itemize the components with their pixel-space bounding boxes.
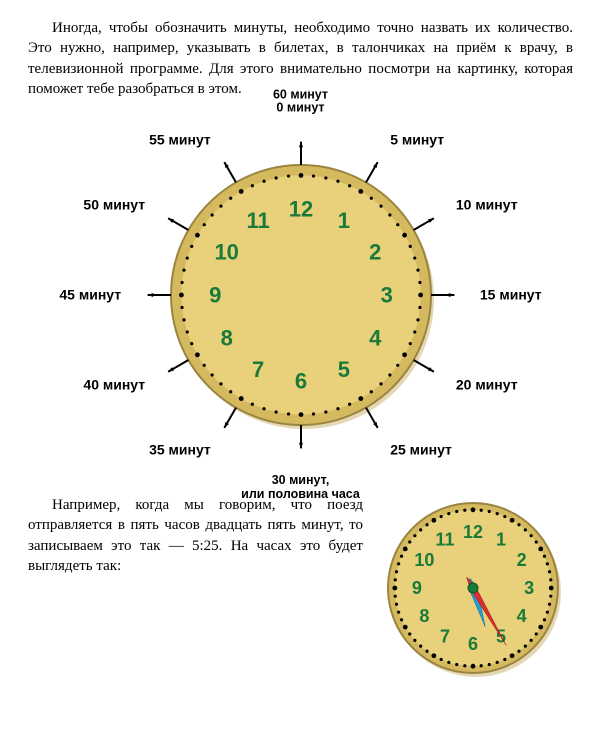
svg-text:11: 11 — [246, 208, 269, 233]
minute-label-35: 35 минут — [149, 441, 211, 460]
minute-label-30: 30 минут,или половина часа — [241, 474, 360, 502]
svg-text:7: 7 — [440, 627, 450, 647]
minute-label-15: 15 минут — [480, 286, 542, 305]
minute-label-20: 20 минут — [456, 375, 518, 394]
minute-label-50: 50 минут — [83, 196, 145, 215]
svg-text:9: 9 — [412, 578, 422, 598]
svg-text:4: 4 — [517, 606, 527, 626]
example-row: Например, когда мы говорим, что поезд от… — [28, 495, 573, 681]
svg-text:8: 8 — [419, 606, 429, 626]
minutes-diagram: 12123456789101160 минут0 минут5 минут10 … — [28, 105, 573, 485]
minute-label-25: 25 минут — [390, 441, 452, 460]
svg-text:3: 3 — [524, 578, 534, 598]
svg-text:3: 3 — [380, 283, 392, 308]
svg-text:6: 6 — [468, 634, 478, 654]
svg-text:11: 11 — [435, 529, 454, 549]
svg-text:2: 2 — [517, 550, 527, 570]
svg-text:7: 7 — [251, 357, 263, 382]
example-paragraph: Например, когда мы говорим, что поезд от… — [28, 495, 363, 576]
svg-text:12: 12 — [288, 197, 312, 222]
svg-text:1: 1 — [337, 208, 349, 233]
svg-text:6: 6 — [294, 368, 306, 393]
svg-text:10: 10 — [214, 240, 238, 265]
svg-text:9: 9 — [209, 283, 221, 308]
svg-text:12: 12 — [463, 522, 483, 542]
minute-label-10: 10 минут — [456, 196, 518, 215]
svg-text:1: 1 — [496, 529, 506, 549]
minute-label-45: 45 минут — [59, 286, 121, 305]
minute-label-55: 55 минут — [149, 130, 211, 149]
svg-text:4: 4 — [369, 325, 382, 350]
minute-label-0: 60 минут0 минут — [273, 88, 328, 116]
example-clock: 121234567891011 — [373, 495, 573, 681]
svg-text:8: 8 — [220, 325, 232, 350]
minute-label-5: 5 минут — [390, 130, 444, 149]
svg-text:5: 5 — [337, 357, 349, 382]
minute-label-40: 40 минут — [83, 375, 145, 394]
svg-text:10: 10 — [414, 550, 434, 570]
svg-text:2: 2 — [369, 240, 381, 265]
